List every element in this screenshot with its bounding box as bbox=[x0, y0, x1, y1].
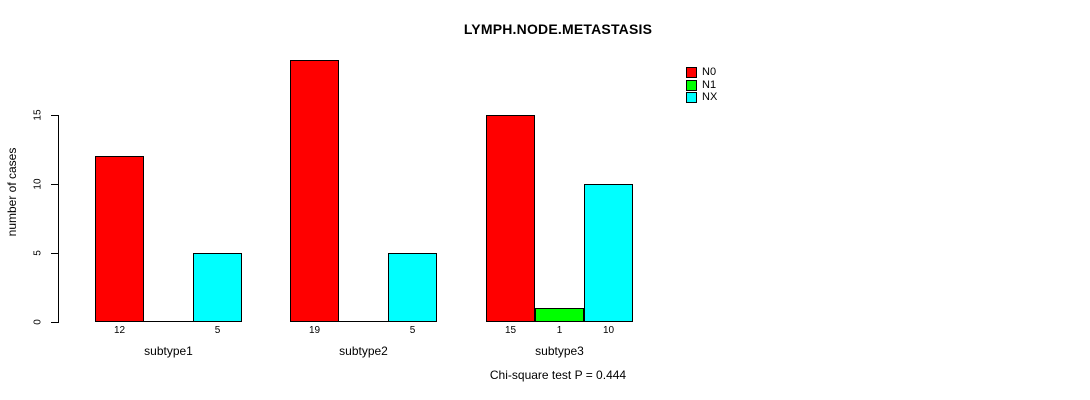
bar-subtype1-NX bbox=[193, 253, 242, 322]
y-tick-label: 10 bbox=[32, 178, 44, 190]
y-tick-mark bbox=[51, 115, 58, 116]
y-axis-label: number of cases bbox=[5, 147, 19, 237]
bar-subtype1-N0 bbox=[95, 156, 144, 322]
legend-swatch-N0 bbox=[686, 67, 697, 78]
bar-count-label: 5 bbox=[214, 325, 221, 336]
bar-count-label: 10 bbox=[602, 325, 615, 336]
legend-label-N0: N0 bbox=[702, 66, 717, 78]
chart-title: LYMPH.NODE.METASTASIS bbox=[463, 21, 653, 37]
bar-subtype1-N1-zero bbox=[144, 321, 193, 322]
bar-subtype2-N0 bbox=[290, 60, 339, 322]
legend-swatch-NX bbox=[686, 92, 697, 103]
bar-subtype3-N1 bbox=[535, 308, 584, 322]
legend-label-N1: N1 bbox=[702, 79, 717, 91]
category-label-subtype1: subtype1 bbox=[144, 344, 193, 358]
bar-count-label: 19 bbox=[308, 325, 321, 336]
y-tick-label: 0 bbox=[32, 319, 44, 325]
y-tick-mark bbox=[51, 184, 58, 185]
y-axis-line bbox=[58, 115, 59, 323]
bar-count-label: 5 bbox=[409, 325, 416, 336]
legend-swatch-N1 bbox=[686, 80, 697, 91]
bar-subtype2-N1-zero bbox=[339, 321, 388, 322]
category-label-subtype2: subtype2 bbox=[339, 344, 388, 358]
bar-subtype3-N0 bbox=[486, 115, 535, 322]
y-tick-label: 15 bbox=[32, 109, 44, 121]
bar-count-label: 12 bbox=[113, 325, 126, 336]
category-label-subtype3: subtype3 bbox=[535, 344, 584, 358]
bar-subtype3-NX bbox=[584, 184, 633, 322]
y-tick-label: 5 bbox=[32, 250, 44, 256]
legend-label-NX: NX bbox=[702, 91, 718, 103]
bar-subtype2-NX bbox=[388, 253, 437, 322]
chi-square-annotation: Chi-square test P = 0.444 bbox=[489, 368, 627, 382]
y-tick-mark bbox=[51, 322, 58, 323]
y-tick-mark bbox=[51, 253, 58, 254]
bar-count-label: 15 bbox=[504, 325, 517, 336]
bar-count-label: 1 bbox=[556, 325, 563, 336]
